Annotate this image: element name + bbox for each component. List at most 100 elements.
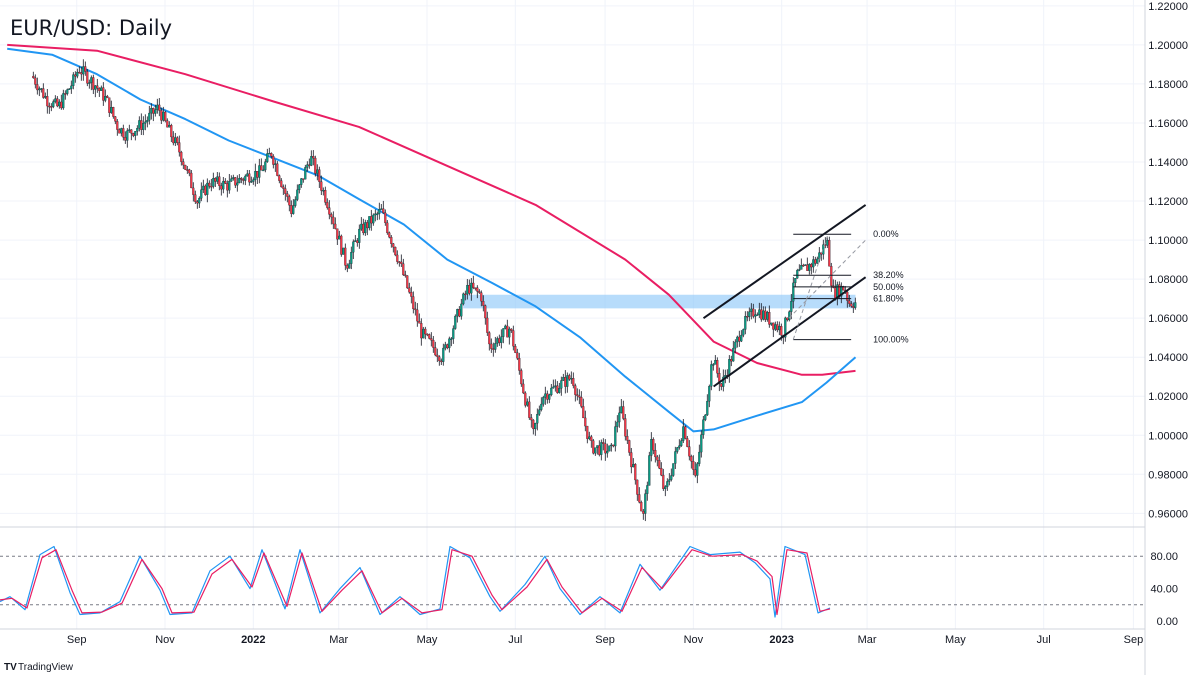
candle [618,406,621,428]
candle [706,394,709,416]
candle [356,238,359,247]
candle [612,444,615,448]
candle [188,168,191,177]
candle [550,383,553,397]
candle [412,291,415,314]
candle [256,170,259,184]
candle [496,336,499,347]
fib-level-label: 0.00% [873,229,899,239]
candle [252,177,255,185]
candle [290,200,293,218]
candle [570,371,573,384]
candle [424,326,427,340]
candle [536,408,539,431]
candle [128,124,131,133]
candle [680,438,683,447]
candle [142,116,145,136]
candle [394,246,397,257]
candle [216,172,219,185]
candle [476,285,479,299]
candle [202,179,205,194]
candle [674,446,677,469]
candle [558,382,561,394]
candle [320,175,323,195]
candle [362,218,365,236]
candle [692,455,695,476]
candle [174,132,177,147]
candle [804,264,807,266]
candle [530,414,533,428]
oscillator-axis[interactable]: 80.00 40.00 0.00 [1150,551,1178,628]
candle [812,256,815,273]
candle [94,85,97,98]
candle [790,293,793,320]
candle [626,429,629,445]
candle [168,121,171,128]
candle [470,278,473,301]
tradingview-branding[interactable]: TV TradingView [4,662,74,673]
candle [524,391,527,408]
candle [200,182,203,202]
candle [432,335,435,353]
fib-trend-line [792,234,829,340]
candle [806,257,809,271]
candle [376,211,379,221]
candle [670,468,673,482]
candle [156,98,159,114]
candle [506,319,509,338]
candle [146,116,149,128]
candle [566,372,569,393]
candle [602,438,605,451]
candle [346,263,349,273]
candle [672,463,675,477]
candle [82,59,85,81]
candle [358,224,361,249]
candle [614,420,617,452]
candle [366,219,369,236]
candle [520,368,523,387]
candle [540,397,543,412]
candle [316,164,319,181]
fib-level-label: 50.00% [873,282,904,292]
candle [800,258,803,270]
candle [752,303,755,319]
candle [108,97,111,117]
candle [276,161,279,177]
candle [90,75,93,91]
price-axis[interactable]: 1.22000 1.20000 1.18000 1.16000 1.14000 1.120… [1148,1,1188,520]
price-tick-label: 1.12000 [1148,196,1188,208]
oscillator-tick-label: 80.00 [1150,551,1178,563]
candle [642,508,645,520]
candle [194,190,197,204]
candle [164,110,167,123]
candle [226,180,229,198]
candle [422,326,425,339]
candle [254,163,257,187]
candle [444,341,447,351]
candle [102,82,105,106]
candle [454,314,457,330]
time-tick-label: Jul [1037,634,1051,646]
time-axis[interactable]: Sep Nov 2022 Mar May Jul Sep Nov 2023 Mar May Jul Se… [67,634,1143,646]
candle [42,83,45,99]
time-tick-label: Sep [1124,634,1144,646]
candle [482,295,485,312]
candle [238,174,241,184]
candle [170,123,173,143]
candle [676,446,679,454]
candle [788,310,791,322]
candle [172,131,175,146]
candle [762,306,765,321]
candle [606,443,609,458]
candle [460,298,463,320]
candle [190,170,193,189]
candle [502,328,505,344]
candle [72,72,75,90]
candle [158,98,161,117]
channel-upper-line [702,204,867,320]
candle [176,136,179,146]
candle [268,147,271,155]
candle [114,116,117,125]
candle [774,321,777,332]
